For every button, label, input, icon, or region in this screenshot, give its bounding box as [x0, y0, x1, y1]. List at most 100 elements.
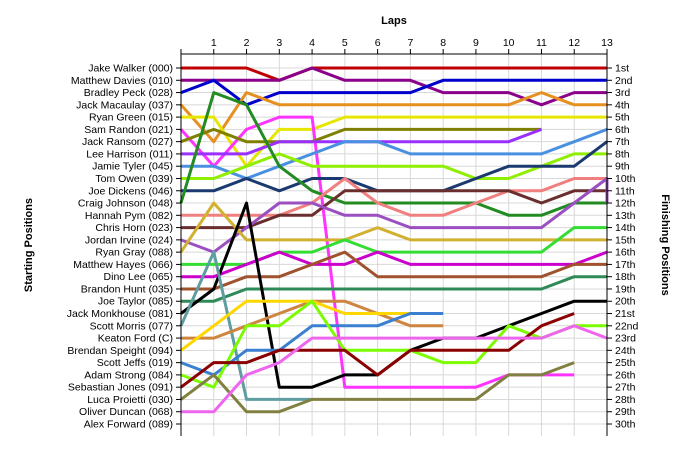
lap-tick-label: 5 [342, 37, 348, 49]
series-line-19 [181, 250, 607, 291]
series-line-10 [181, 152, 607, 180]
starting-position-label: Craig Johnson (048) [78, 198, 173, 210]
starting-position-label: Brandon Hunt (035) [81, 283, 173, 295]
finishing-position-label: 16th [615, 247, 636, 259]
finishing-position-label: 13th [615, 210, 636, 222]
finishing-position-label: 4th [615, 99, 630, 111]
y-axis-title-right: Finishing Positions [659, 194, 671, 295]
finishing-position-label: 21st [615, 308, 635, 320]
lap-tick-label: 11 [536, 37, 547, 49]
lap-tick-label: 7 [407, 37, 413, 49]
finishing-position-label: 28th [615, 394, 636, 406]
starting-position-label: Scott Morris (077) [90, 320, 173, 332]
finishing-position-label: 29th [615, 406, 636, 418]
chart-title: Laps [381, 15, 407, 27]
starting-position-label: Ryan Green (015) [89, 112, 173, 124]
finishing-position-label: 12th [615, 198, 636, 210]
finishing-position-label: 26th [615, 369, 636, 381]
series-line-1 [181, 66, 607, 82]
starting-position-label: Matthew Davies (010) [71, 75, 173, 87]
lap-tick-label: 1 [211, 37, 217, 49]
starting-position-label: Brendan Speight (094) [67, 345, 173, 357]
starting-position-label: Jack Ransom (027) [82, 136, 173, 148]
starting-position-label: Chris Horn (023) [95, 222, 173, 234]
starting-position-label: Adam Strong (084) [84, 369, 173, 381]
series-line-22 [179, 250, 313, 401]
starting-position-label: Joe Taylor (085) [98, 296, 173, 308]
series-line-20 [181, 275, 607, 303]
series-line-12 [179, 91, 607, 217]
finishing-position-label: 2nd [615, 75, 633, 87]
starting-position-label: Alex Forward (089) [84, 419, 173, 431]
starting-position-label: Scott Jeffs (019) [97, 357, 173, 369]
axes [176, 49, 612, 436]
series-line-9 [181, 127, 608, 180]
series-line-28 [180, 361, 575, 414]
finishing-position-label: 23rd [615, 333, 636, 345]
finishing-position-label: 8th [615, 148, 630, 160]
lap-tick-label: 4 [309, 37, 315, 49]
starting-position-label: Jake Walker (000) [88, 63, 173, 75]
starting-position-label: Oliver Duncan (068) [79, 406, 173, 418]
finishing-position-label: 25th [615, 357, 636, 369]
finishing-position-label: 3rd [615, 87, 630, 99]
y-axis-title-left: Starting Positions [23, 198, 35, 292]
starting-position-label: Lee Harrison (011) [86, 148, 173, 160]
finishing-position-label: 6th [615, 124, 630, 136]
series-line-3 [180, 78, 607, 107]
starting-position-label: Joe Dickens (046) [88, 185, 173, 197]
lap-tick-label: 13 [601, 37, 613, 49]
finishing-position-label: 14th [615, 222, 636, 234]
series-line-18 [181, 250, 608, 279]
starting-position-label: Keaton Ford (C) [98, 333, 173, 345]
finishing-position-label: 19th [615, 283, 636, 295]
labels: Jake Walker (000)Matthew Davies (010)Bra… [67, 37, 639, 431]
lap-tick-label: 12 [568, 37, 580, 49]
finishing-position-label: 5th [615, 112, 630, 124]
starting-position-label: Jack Macaulay (037) [76, 99, 173, 111]
lap-tick-label: 6 [375, 37, 381, 49]
starting-position-label: Jordan Irvine (024) [85, 234, 173, 246]
finishing-position-label: 22nd [615, 320, 639, 332]
series-line-15 [180, 177, 609, 254]
lap-tick-label: 2 [244, 37, 250, 49]
starting-position-label: Hannah Pym (082) [85, 210, 173, 222]
finishing-position-label: 10th [615, 173, 636, 185]
lap-tick-label: 8 [440, 37, 446, 49]
finishing-position-label: 24th [615, 345, 636, 357]
series-line-5 [181, 115, 607, 168]
finishing-position-label: 30th [615, 419, 636, 431]
series-layer [179, 66, 609, 414]
series-line-29 [181, 324, 608, 414]
lap-tick-label: 10 [503, 37, 515, 49]
lap-tick-label: 9 [473, 37, 479, 49]
starting-position-label: Bradley Peck (028) [84, 87, 173, 99]
finishing-position-label: 27th [615, 382, 636, 394]
starting-position-label: Matthew Hayes (066) [73, 259, 173, 271]
starting-position-label: Dino Lee (065) [104, 271, 173, 283]
starting-position-label: Luca Proietti (030) [87, 394, 173, 406]
starting-position-label: Sebastian Jones (091) [68, 382, 173, 394]
series-line-2 [181, 66, 607, 107]
starting-position-label: Jack Monkhouse (081) [67, 308, 173, 320]
finishing-position-label: 17th [615, 259, 636, 271]
finishing-position-label: 7th [615, 136, 630, 148]
series-line-27 [180, 312, 575, 389]
starting-position-label: Ryan Gray (088) [95, 247, 173, 259]
series-line-26 [180, 299, 607, 389]
series-line-13 [181, 177, 607, 217]
starting-position-label: Jamie Tyler (045) [92, 161, 173, 173]
finishing-position-label: 1st [615, 63, 629, 75]
series-line-4 [179, 91, 607, 144]
starting-position-label: Tom Owen (039) [95, 173, 173, 185]
series-line-7 [180, 127, 542, 144]
starting-position-label: Sam Randon (021) [84, 124, 173, 136]
finishing-position-label: 20th [615, 296, 636, 308]
finishing-position-label: 18th [615, 271, 636, 283]
finishing-position-label: 15th [615, 234, 636, 246]
finishing-position-label: 11th [615, 185, 635, 197]
finishing-position-label: 9th [615, 161, 630, 173]
lap-tick-label: 3 [276, 37, 282, 49]
